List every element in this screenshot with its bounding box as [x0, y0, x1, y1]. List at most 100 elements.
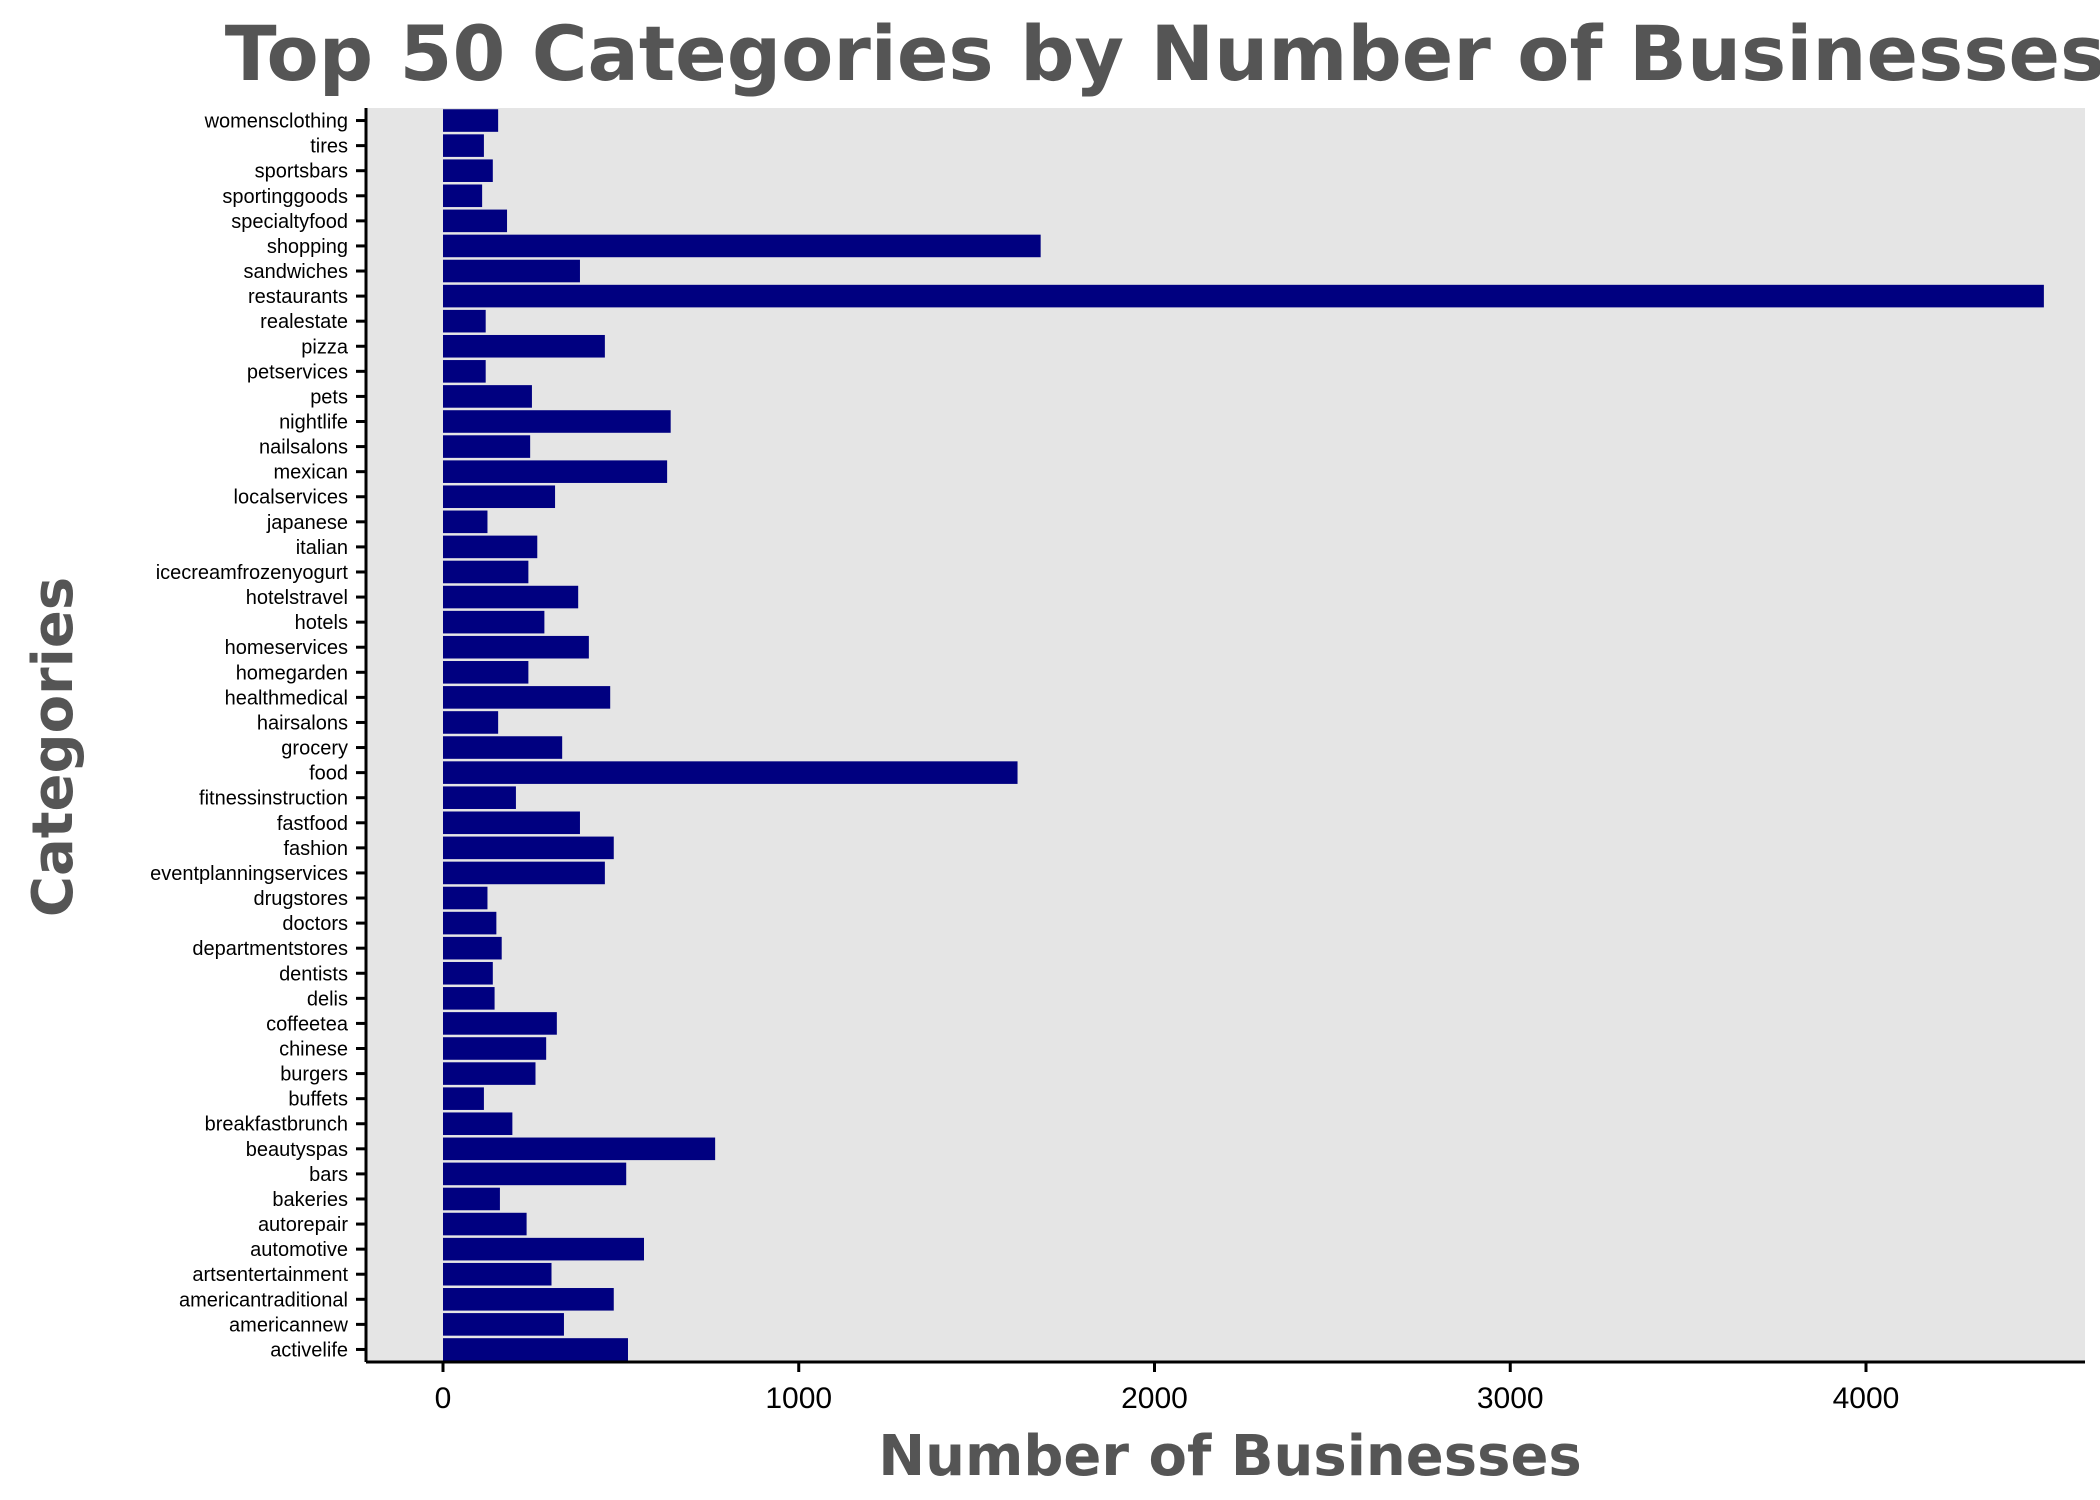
- bar-eventplanningservices: [443, 861, 605, 885]
- y-tick-label: bakeries: [272, 1189, 348, 1211]
- y-tick-label: eventplanningservices: [150, 863, 348, 885]
- bar-bakeries: [443, 1187, 500, 1211]
- y-tick-label: drugstores: [254, 888, 349, 910]
- bar-fastfood: [443, 811, 580, 835]
- bar-nightlife: [443, 410, 671, 433]
- y-tick-label: sportsbars: [255, 161, 348, 183]
- bar-specialtyfood: [443, 209, 508, 233]
- y-tick-label: fitnessinstruction: [199, 788, 348, 810]
- bar-buffets: [443, 1087, 484, 1110]
- y-tick-label: activelife: [270, 1339, 348, 1361]
- bars-group: [443, 109, 2044, 1361]
- y-tick-label: pizza: [301, 336, 349, 358]
- y-tick-label: mexican: [274, 462, 348, 484]
- bar-fitnessinstruction: [443, 786, 516, 809]
- bar-homegarden: [443, 661, 529, 684]
- bar-grocery: [443, 736, 563, 759]
- y-tick-label: bars: [309, 1164, 348, 1186]
- y-tick-label: buffets: [288, 1089, 348, 1111]
- bar-italian: [443, 535, 538, 559]
- bar-coffeetea: [443, 1012, 557, 1035]
- bar-automotive: [443, 1237, 644, 1261]
- y-axis-title: Categories: [21, 577, 86, 917]
- bar-localservices: [443, 485, 556, 509]
- bar-homeservices: [443, 635, 589, 659]
- y-tick-label: sandwiches: [243, 261, 348, 283]
- y-tick-label: departmentstores: [192, 938, 348, 960]
- bar-activelife: [443, 1338, 628, 1361]
- y-tick-label: automotive: [250, 1239, 348, 1261]
- y-tick-label: japanese: [266, 512, 348, 534]
- y-tick-label: pets: [310, 386, 348, 408]
- y-tick-label: hotelstravel: [246, 587, 348, 609]
- y-tick-label: hairsalons: [257, 712, 348, 734]
- y-tick-label: icecreamfrozenyogurt: [156, 562, 349, 584]
- bar-fashion: [443, 836, 614, 860]
- bar-japanese: [443, 510, 488, 534]
- x-axis-title: Number of Businesses: [878, 1424, 1582, 1489]
- x-tick-label: 3000: [1477, 1382, 1544, 1415]
- y-tick-label: burgers: [280, 1064, 348, 1086]
- bar-hotels: [443, 610, 545, 634]
- y-tick-label: coffeetea: [266, 1013, 349, 1035]
- bar-restaurants: [443, 284, 2044, 308]
- y-tick-label: fastfood: [277, 813, 348, 835]
- bar-sandwiches: [443, 259, 580, 283]
- bar-nailsalons: [443, 435, 531, 458]
- y-tick-label: nightlife: [279, 412, 348, 434]
- bar-sportinggoods: [443, 184, 483, 208]
- x-tick-label: 4000: [1833, 1382, 1900, 1415]
- bar-breakfastbrunch: [443, 1112, 513, 1136]
- bar-delis: [443, 987, 495, 1010]
- chart-title: Top 50 Categories by Number of Businesse…: [225, 9, 2100, 98]
- y-tick-label: grocery: [281, 738, 348, 760]
- bar-chinese: [443, 1037, 547, 1060]
- bar-mexican: [443, 460, 668, 483]
- y-tick-label: artsentertainment: [192, 1264, 348, 1286]
- x-tick-label: 0: [435, 1382, 452, 1415]
- x-tick-label: 1000: [765, 1382, 832, 1415]
- bar-healthmedical: [443, 686, 611, 709]
- y-tick-label: healthmedical: [225, 687, 348, 709]
- bar-hairsalons: [443, 711, 499, 734]
- y-tick-label: nailsalons: [259, 437, 348, 459]
- y-tick-label: shopping: [267, 236, 348, 258]
- bar-artsentertainment: [443, 1262, 552, 1286]
- y-tick-label: doctors: [282, 913, 348, 935]
- bar-shopping: [443, 234, 1041, 258]
- y-tick-label: delis: [307, 988, 348, 1010]
- y-tick-label: womensclothing: [204, 111, 348, 133]
- bar-doctors: [443, 911, 497, 935]
- x-tick-label: 2000: [1121, 1382, 1188, 1415]
- bar-americantraditional: [443, 1288, 614, 1311]
- y-tick-label: petservices: [247, 361, 348, 383]
- bar-food: [443, 761, 1018, 784]
- bar-pizza: [443, 334, 605, 358]
- y-tick-label: fashion: [284, 838, 349, 860]
- y-tick-label: breakfastbrunch: [205, 1114, 348, 1136]
- bar-drugstores: [443, 886, 488, 910]
- y-tick-label: italian: [296, 537, 348, 559]
- y-tick-label: restaurants: [248, 286, 348, 308]
- bar-departmentstores: [443, 936, 502, 960]
- bar-tires: [443, 134, 484, 157]
- y-tick-label: beautyspas: [246, 1139, 348, 1161]
- y-tick-label: autorepair: [258, 1214, 348, 1236]
- y-tick-label: americantraditional: [179, 1289, 348, 1311]
- y-tick-label: americannew: [229, 1314, 349, 1336]
- y-tick-label: realestate: [260, 311, 348, 333]
- bar-petservices: [443, 360, 486, 383]
- bar-hotelstravel: [443, 585, 579, 609]
- y-tick-label: homeservices: [225, 637, 348, 659]
- bar-bars: [443, 1162, 627, 1186]
- bar-americannew: [443, 1313, 564, 1336]
- bar-realestate: [443, 309, 486, 333]
- y-tick-label: dentists: [279, 963, 348, 985]
- bar-burgers: [443, 1062, 536, 1085]
- bar-dentists: [443, 961, 493, 985]
- bar-beautyspas: [443, 1137, 716, 1161]
- y-axis: activelife americannew americantraditional…: [150, 108, 368, 1362]
- bar-womensclothing: [443, 109, 499, 132]
- y-tick-label: food: [309, 763, 348, 785]
- bar-pets: [443, 385, 532, 408]
